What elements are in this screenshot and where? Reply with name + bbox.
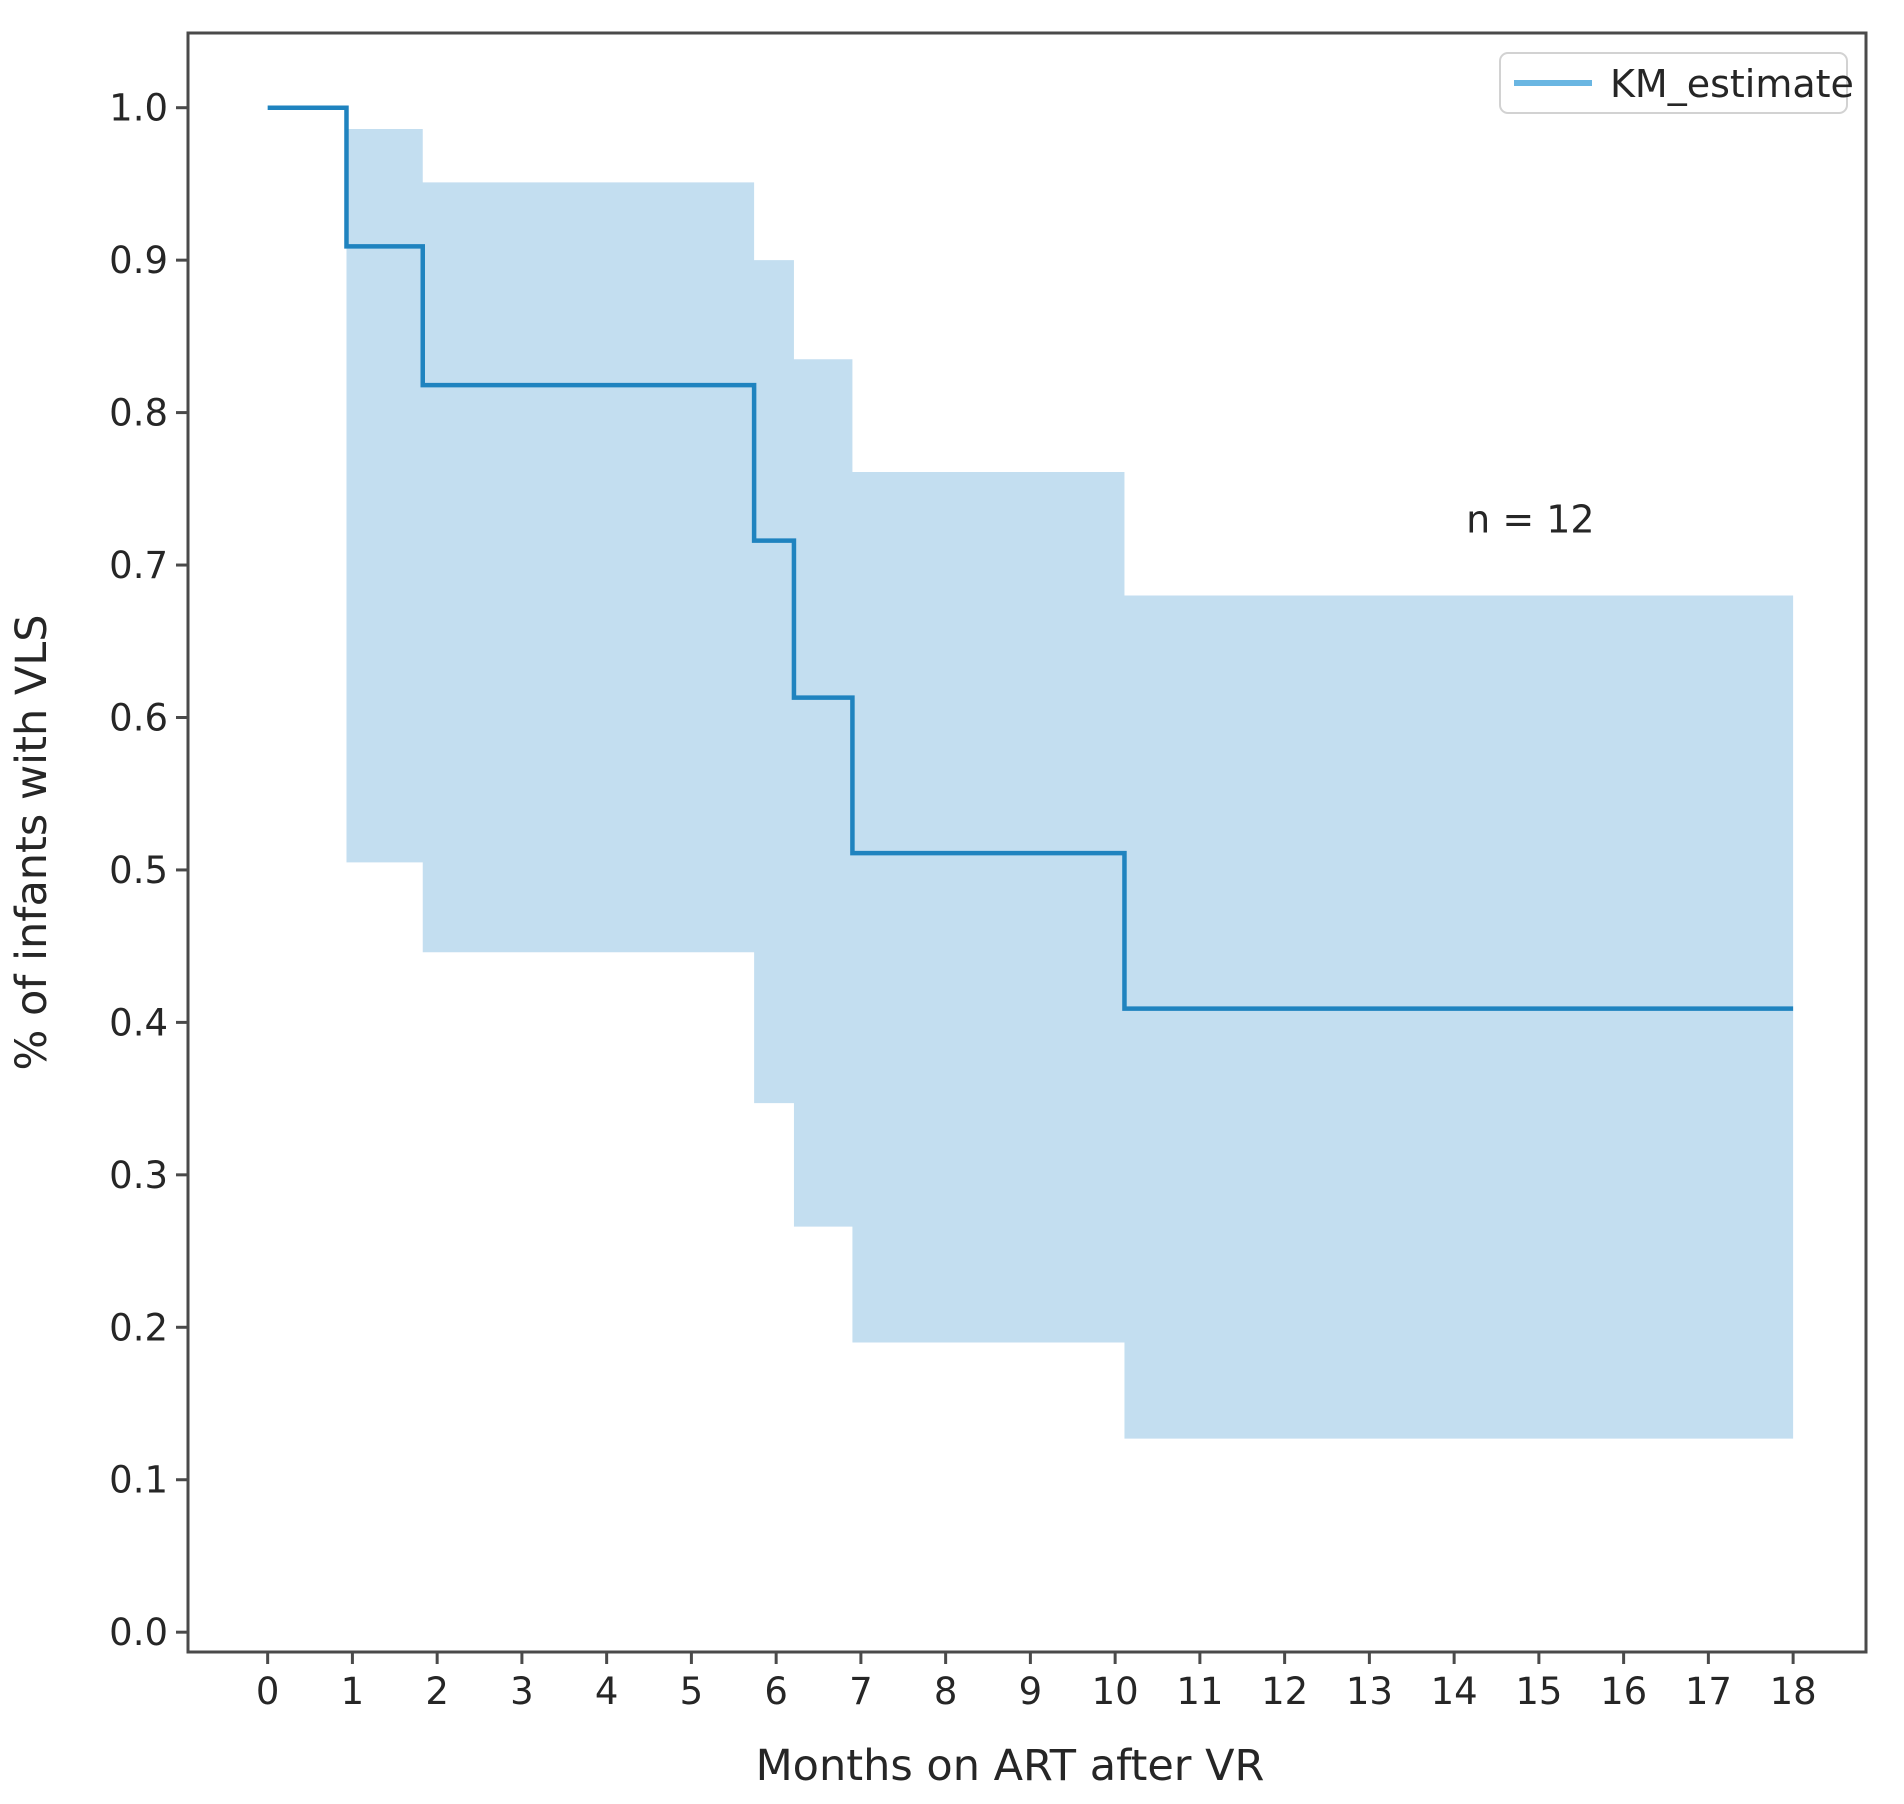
x-axis-tick-label: 12 bbox=[1261, 1670, 1308, 1713]
y-axis-tick-label: 0.2 bbox=[109, 1306, 168, 1349]
x-axis-tick-label: 13 bbox=[1346, 1670, 1393, 1713]
y-axis-tick-label: 0.0 bbox=[109, 1611, 168, 1654]
y-axis-tick-label: 1.0 bbox=[109, 87, 168, 130]
x-axis-tick-label: 2 bbox=[425, 1670, 449, 1713]
x-axis-tick-label: 4 bbox=[595, 1670, 619, 1713]
x-axis-tick-label: 6 bbox=[764, 1670, 788, 1713]
confidence-band bbox=[346, 129, 1794, 1439]
km-step-line bbox=[267, 105, 1794, 1011]
x-axis-tick-label: 18 bbox=[1770, 1670, 1817, 1713]
y-axis-tick-label: 0.4 bbox=[109, 1001, 168, 1044]
x-axis-tick-label: 0 bbox=[256, 1670, 280, 1713]
x-axis-tick-label: 3 bbox=[510, 1670, 534, 1713]
x-axis-tick-label: 8 bbox=[934, 1670, 958, 1713]
x-axis-tick-label: 17 bbox=[1685, 1670, 1732, 1713]
x-axis-tick-label: 1 bbox=[341, 1670, 365, 1713]
legend-box bbox=[1499, 52, 1848, 114]
x-axis-tick-label: 5 bbox=[680, 1670, 704, 1713]
x-axis-tick-label: 7 bbox=[849, 1670, 873, 1713]
x-axis-title: Months on ART after VR bbox=[756, 1741, 1265, 1791]
y-axis-tick-label: 0.5 bbox=[109, 849, 168, 892]
x-axis-tick-label: 11 bbox=[1176, 1670, 1223, 1713]
x-axis-tick-label: 9 bbox=[1019, 1670, 1043, 1713]
x-axis-tick-label: 10 bbox=[1092, 1670, 1139, 1713]
y-axis-title: % of infants with VLS bbox=[7, 614, 57, 1070]
y-axis-tick-label: 0.1 bbox=[109, 1459, 168, 1502]
y-axis-tick-label: 0.3 bbox=[109, 1154, 168, 1197]
y-axis-tick-label: 0.9 bbox=[109, 239, 168, 282]
y-axis-tick-label: 0.6 bbox=[109, 696, 168, 739]
x-axis-tick-label: 14 bbox=[1431, 1670, 1478, 1713]
x-axis-tick-label: 16 bbox=[1600, 1670, 1647, 1713]
sample-size-annotation: n = 12 bbox=[1466, 497, 1594, 541]
plot-frame bbox=[186, 31, 1868, 1654]
y-axis-tick-label: 0.7 bbox=[109, 544, 168, 587]
legend-label: KM_estimate bbox=[1610, 62, 1854, 106]
x-axis-tick-label: 15 bbox=[1515, 1670, 1562, 1713]
y-axis-tick-label: 0.8 bbox=[109, 392, 168, 435]
